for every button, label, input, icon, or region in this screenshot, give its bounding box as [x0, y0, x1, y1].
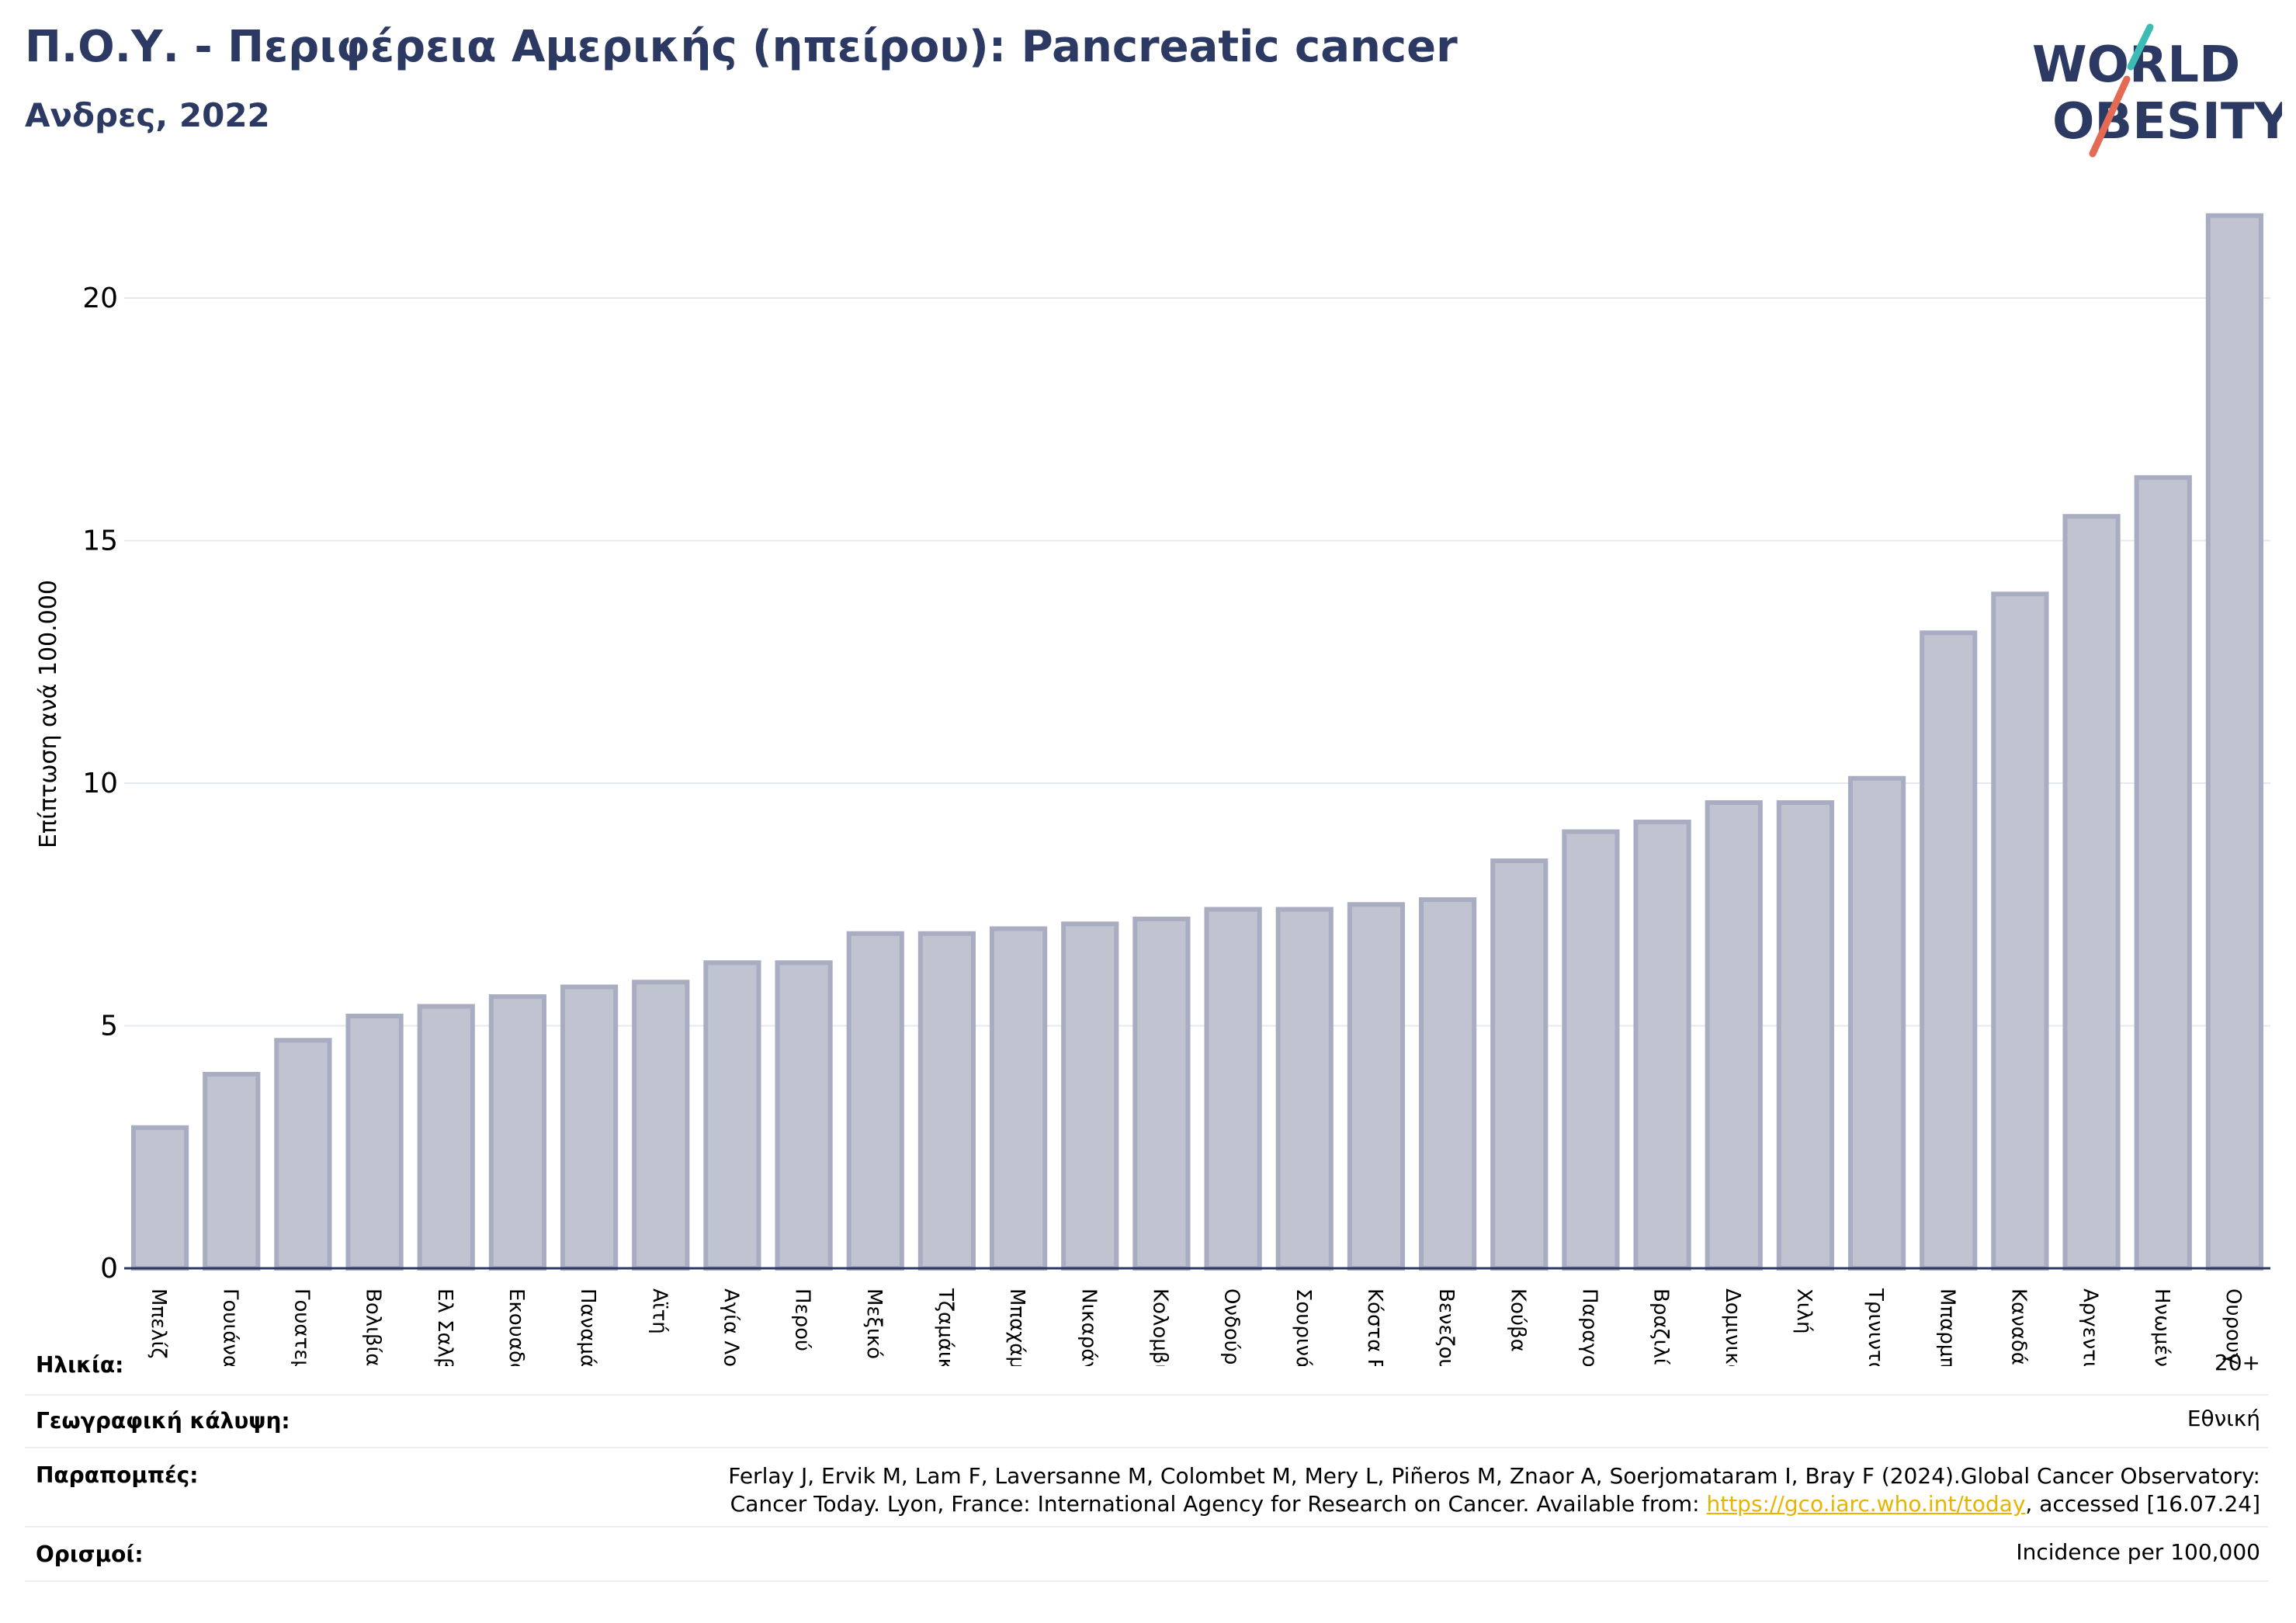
page-title: Π.Ο.Υ. - Περιφέρεια Αμερικής (ηπείρου): …: [25, 22, 1458, 72]
x-tick-label: Περού: [791, 1288, 814, 1351]
x-tick-label: Τρινιντάντ και Τομπάγκο: [1864, 1288, 1887, 1366]
bar[interactable]: [1991, 591, 2049, 1271]
coverage-label: Γεωγραφική κάλυψη:: [36, 1408, 290, 1434]
bar[interactable]: [703, 960, 761, 1271]
x-tick-label: Κολομβία: [1148, 1288, 1171, 1366]
x-tick-label: Αγία Λουκία: [719, 1288, 742, 1366]
world-obesity-logo: WORLD OBESITY: [2032, 23, 2282, 158]
bar[interactable]: [2062, 514, 2121, 1271]
definitions-value: Incidence per 100,000: [2016, 1539, 2260, 1565]
x-tick-label: Κόστα Ρίκα: [1363, 1288, 1386, 1366]
x-tick-label: Βολιβία: [362, 1288, 385, 1366]
age-value: 20+: [2214, 1350, 2260, 1375]
y-tick-label: 20: [82, 283, 118, 314]
x-tick-label: Μπαχάμες: [1005, 1288, 1028, 1366]
bar[interactable]: [989, 926, 1048, 1271]
x-tick-label: Αϊτή: [647, 1288, 671, 1334]
x-tick-label: Ουρουγουάη: [2221, 1288, 2245, 1366]
bar[interactable]: [1275, 907, 1334, 1271]
y-axis-label: Επίπτωση ανά 100.000: [35, 580, 62, 848]
x-tick-label: Ηνωμένες Πολιτείες: [2150, 1288, 2173, 1366]
bar[interactable]: [1132, 917, 1191, 1271]
x-tick-label: Εκουαδόρ: [505, 1288, 528, 1366]
x-tick-label: Χιλή: [1792, 1288, 1816, 1333]
bar[interactable]: [1061, 921, 1119, 1271]
definitions-label: Ορισμοί:: [36, 1542, 144, 1567]
x-tick-label: Μπελίζ: [147, 1288, 170, 1358]
y-tick-label: 15: [82, 525, 118, 557]
bar[interactable]: [345, 1014, 404, 1271]
age-label: Ηλικία:: [36, 1352, 124, 1378]
bar[interactable]: [1418, 897, 1477, 1271]
page-subtitle: Ανδρες, 2022: [25, 96, 270, 134]
x-tick-label: Κούβα: [1506, 1288, 1529, 1352]
coverage-value: Εθνική: [2187, 1406, 2260, 1431]
references-link[interactable]: https://gco.iarc.who.int/today: [1706, 1491, 2026, 1517]
references-line2-post: , accessed [16.07.24]: [2025, 1491, 2260, 1517]
bar[interactable]: [2134, 475, 2192, 1271]
x-tick-label: Δομινικανή Δημοκρατία: [1721, 1288, 1744, 1366]
bar[interactable]: [1204, 907, 1262, 1271]
x-tick-label: Καναδάς: [2006, 1288, 2030, 1366]
x-tick-label: Βραζιλία: [1649, 1288, 1673, 1366]
slash-logo-icon: [2127, 23, 2154, 71]
references-text: Ferlay J, Ervik M, Lam F, Laversanne M, …: [728, 1462, 2260, 1518]
references-line2-pre: Cancer Today. Lyon, France: Internationa…: [730, 1491, 1707, 1517]
bar[interactable]: [1776, 800, 1835, 1271]
y-tick-label: 0: [100, 1253, 118, 1285]
bar[interactable]: [274, 1038, 332, 1271]
bar[interactable]: [1705, 800, 1763, 1271]
bar[interactable]: [846, 931, 904, 1271]
coverage-row: Γεωγραφική κάλυψη: Εθνική: [25, 1406, 2268, 1447]
x-tick-label: Βενεζουέλα: [1434, 1288, 1458, 1366]
bar[interactable]: [203, 1072, 261, 1271]
x-tick-label: Νικαράγουα: [1077, 1288, 1100, 1366]
y-tick-label: 5: [100, 1011, 118, 1042]
x-tick-label: Παραγουάη: [1577, 1288, 1601, 1366]
x-tick-label: Τζαμάικα: [934, 1288, 957, 1366]
bar[interactable]: [560, 984, 619, 1271]
x-tick-label: Σουρινάμ: [1292, 1288, 1315, 1366]
x-tick-label: Παναμάς: [576, 1288, 599, 1366]
x-tick-label: Μεξικό: [862, 1288, 886, 1359]
bar[interactable]: [775, 960, 833, 1271]
x-tick-label: Γουιάνα: [218, 1288, 241, 1366]
definitions-row: Ορισμοί: Incidence per 100,000: [25, 1539, 2268, 1580]
logo-line1: WORLD: [2032, 36, 2240, 94]
x-tick-label: Ελ Σαλβαδόρ: [433, 1288, 456, 1366]
logo-line2: OBESITY: [2052, 93, 2282, 151]
bar[interactable]: [1920, 630, 1978, 1271]
bar[interactable]: [1347, 902, 1406, 1271]
x-tick-label: Γουατεμάλα: [290, 1288, 313, 1366]
references-line1: Ferlay J, Ervik M, Lam F, Laversanne M, …: [728, 1463, 2260, 1489]
y-tick-label: 10: [82, 768, 118, 799]
bar[interactable]: [1562, 829, 1620, 1271]
bar-chart: 0 5 10 15 20 Μπελίζ Γουιάνα Γουατεμάλα Βολιβία Ε…: [35, 213, 2270, 1366]
x-tick-label: Αργεντινή: [2079, 1288, 2102, 1366]
bar[interactable]: [130, 1125, 189, 1271]
x-tick-label: Ονδούρα: [1220, 1288, 1243, 1366]
bar[interactable]: [917, 931, 976, 1271]
x-tick-label: Μπαρμπάντος: [1935, 1288, 1958, 1366]
bar[interactable]: [417, 1004, 475, 1271]
references-row: Παραπομπές: Ferlay J, Ervik M, Lam F, La…: [25, 1462, 2268, 1532]
bar[interactable]: [1490, 858, 1549, 1271]
bar[interactable]: [632, 980, 690, 1271]
bar[interactable]: [1633, 820, 1691, 1271]
bar[interactable]: [1847, 775, 1906, 1271]
references-label: Παραπομπές:: [36, 1462, 199, 1488]
bar[interactable]: [2205, 213, 2264, 1271]
bar[interactable]: [488, 994, 547, 1271]
age-row: Ηλικία: 20+: [25, 1350, 2268, 1391]
